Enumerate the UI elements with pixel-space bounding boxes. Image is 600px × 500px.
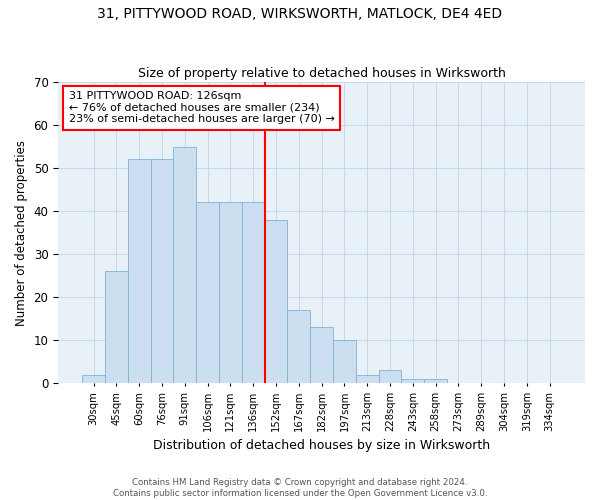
Bar [287,310,310,383]
Text: 31, PITTYWOOD ROAD, WIRKSWORTH, MATLOCK, DE4 4ED: 31, PITTYWOOD ROAD, WIRKSWORTH, MATLOCK,… [97,8,503,22]
Bar [219,202,242,383]
Bar [333,340,356,383]
Bar [173,146,196,383]
Bar [82,374,105,383]
Bar [356,374,379,383]
Bar [105,272,128,383]
Bar [424,379,447,383]
Text: Contains HM Land Registry data © Crown copyright and database right 2024.
Contai: Contains HM Land Registry data © Crown c… [113,478,487,498]
Bar [379,370,401,383]
Title: Size of property relative to detached houses in Wirksworth: Size of property relative to detached ho… [137,66,506,80]
Y-axis label: Number of detached properties: Number of detached properties [15,140,28,326]
Bar [401,379,424,383]
Bar [310,327,333,383]
Bar [242,202,265,383]
Bar [151,160,173,383]
X-axis label: Distribution of detached houses by size in Wirksworth: Distribution of detached houses by size … [153,440,490,452]
Bar [265,220,287,383]
Text: 31 PITTYWOOD ROAD: 126sqm
← 76% of detached houses are smaller (234)
23% of semi: 31 PITTYWOOD ROAD: 126sqm ← 76% of detac… [68,91,335,124]
Bar [128,160,151,383]
Bar [196,202,219,383]
